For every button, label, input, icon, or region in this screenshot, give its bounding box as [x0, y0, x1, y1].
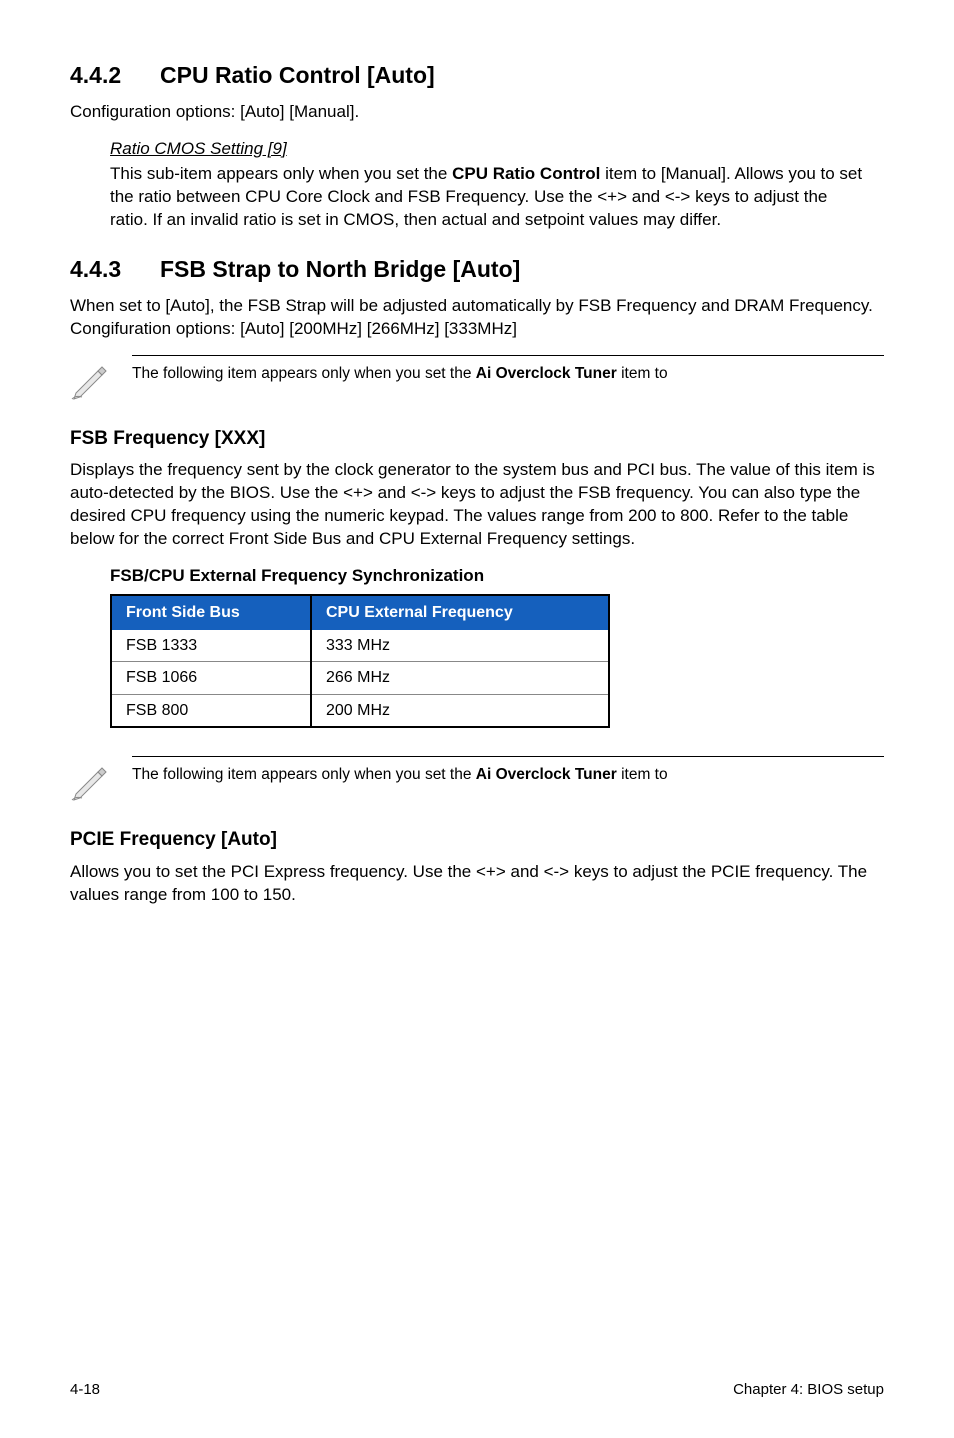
table-cell: 200 MHz — [311, 694, 609, 727]
config-options-443: Congifuration options: [Auto] [200MHz] [… — [70, 318, 884, 341]
table-row: FSB 1066 266 MHz — [111, 662, 609, 695]
chapter-label: Chapter 4: BIOS setup — [733, 1380, 884, 1400]
text-part: item to — [617, 766, 668, 783]
text-part: The following item appears only when you… — [132, 365, 476, 382]
pencil-note-icon — [70, 357, 110, 408]
table-header-row: Front Side Bus CPU External Frequency — [111, 595, 609, 630]
table-row: FSB 1333 333 MHz — [111, 630, 609, 662]
note-text-2: The following item appears only when you… — [132, 756, 884, 786]
fsb-freq-body: Displays the frequency sent by the clock… — [70, 459, 884, 551]
text-part: item to — [617, 365, 668, 382]
table-cell: FSB 1066 — [111, 662, 311, 695]
section-heading-443: 4.4.3FSB Strap to North Bridge [Auto] — [70, 254, 884, 285]
subitem-title: Ratio CMOS Setting [9] — [110, 138, 864, 161]
pencil-note-icon — [70, 758, 110, 809]
table-cell: FSB 800 — [111, 694, 311, 727]
table-cell: FSB 1333 — [111, 630, 311, 662]
table-header-cell: CPU External Frequency — [311, 595, 609, 630]
text-part: The following item appears only when you… — [132, 766, 476, 783]
subitem-body: This sub-item appears only when you set … — [110, 163, 864, 232]
section-body-443: When set to [Auto], the FSB Strap will b… — [70, 295, 884, 318]
section-heading-442: 4.4.2CPU Ratio Control [Auto] — [70, 60, 884, 91]
text-bold: Ai Overclock Tuner — [476, 365, 617, 382]
section-number: 4.4.2 — [70, 60, 160, 91]
table-title: FSB/CPU External Frequency Synchronizati… — [110, 565, 884, 588]
fsb-cpu-table: Front Side Bus CPU External Frequency FS… — [110, 594, 610, 728]
table-cell: 266 MHz — [311, 662, 609, 695]
section-title: CPU Ratio Control [Auto] — [160, 62, 435, 88]
table-row: FSB 800 200 MHz — [111, 694, 609, 727]
section-number: 4.4.3 — [70, 254, 160, 285]
page-footer: 4-18 Chapter 4: BIOS setup — [70, 1380, 884, 1400]
table-header-cell: Front Side Bus — [111, 595, 311, 630]
config-options-442: Configuration options: [Auto] [Manual]. — [70, 101, 884, 124]
subitem-block: Ratio CMOS Setting [9] This sub-item app… — [70, 138, 884, 232]
note-row-1: The following item appears only when you… — [70, 355, 884, 408]
text-bold: CPU Ratio Control — [452, 164, 600, 183]
fsb-freq-heading: FSB Frequency [XXX] — [70, 426, 884, 452]
text-part: This sub-item appears only when you set … — [110, 164, 452, 183]
table-cell: 333 MHz — [311, 630, 609, 662]
section-title: FSB Strap to North Bridge [Auto] — [160, 256, 520, 282]
page-number: 4-18 — [70, 1380, 100, 1400]
note-text-1: The following item appears only when you… — [132, 355, 884, 385]
note-row-2: The following item appears only when you… — [70, 756, 884, 809]
pcie-body: Allows you to set the PCI Express freque… — [70, 861, 884, 907]
pcie-heading: PCIE Frequency [Auto] — [70, 827, 884, 853]
text-bold: Ai Overclock Tuner — [476, 766, 617, 783]
